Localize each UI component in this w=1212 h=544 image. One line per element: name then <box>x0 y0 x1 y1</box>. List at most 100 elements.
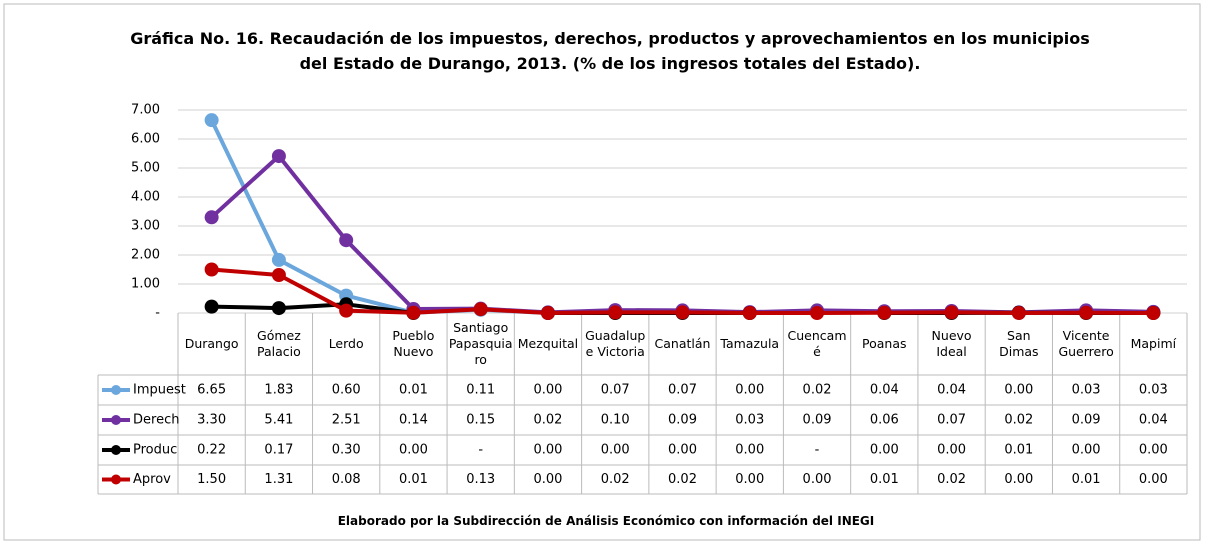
data-point <box>473 302 488 317</box>
table-cell: 0.00 <box>735 443 764 458</box>
table-cell: 0.04 <box>1139 413 1168 428</box>
y-tick-label: 7.00 <box>131 103 160 118</box>
legend-label: Impuest <box>133 383 186 398</box>
table-cell: 0.00 <box>735 472 764 487</box>
y-tick-label: 5.00 <box>131 161 160 176</box>
data-point <box>608 305 623 320</box>
table-cell: 0.00 <box>870 443 899 458</box>
table-cell: 0.02 <box>1004 413 1033 428</box>
series-line <box>210 154 1154 315</box>
legend-label: Aprov <box>133 472 171 487</box>
table-cell: 0.09 <box>668 413 697 428</box>
data-point <box>204 113 219 128</box>
legend-label: Derech <box>133 413 179 428</box>
table-cell: 6.65 <box>197 383 226 398</box>
table-cell: - <box>478 443 483 458</box>
table-cell: 0.09 <box>803 413 832 428</box>
x-tick-label: Vicente Guerrero <box>1058 328 1114 359</box>
x-tick-label: Gómez Palacio <box>257 328 301 359</box>
table-cell: 0.00 <box>533 443 562 458</box>
y-tick-label: 1.00 <box>131 277 160 292</box>
table-cell: 0.01 <box>1004 443 1033 458</box>
table-cell: 0.30 <box>332 443 361 458</box>
table-cell: 0.04 <box>870 383 899 398</box>
table-cell: 0.00 <box>399 443 428 458</box>
table-cell: 0.11 <box>466 383 495 398</box>
data-point <box>271 301 286 316</box>
table-cell: 0.00 <box>1004 383 1033 398</box>
table-cell: 0.01 <box>1072 472 1101 487</box>
x-tick-label: Santiago Papasquiaro <box>448 320 513 367</box>
y-tick-label: 3.00 <box>131 219 160 234</box>
y-tick-label: 6.00 <box>131 132 160 147</box>
table-cell: 0.03 <box>1072 383 1101 398</box>
table-cell: 0.03 <box>1139 383 1168 398</box>
x-tick-label: Pueblo Nuevo <box>392 328 435 359</box>
data-point <box>339 233 354 248</box>
table-cell: 0.00 <box>533 383 562 398</box>
x-tick-label: Mezquital <box>517 336 579 351</box>
x-tick-label: San Dimas <box>999 328 1039 359</box>
table-cell: 1.31 <box>264 472 293 487</box>
data-point <box>271 149 286 164</box>
table-cell: 0.14 <box>399 413 428 428</box>
data-point <box>742 306 757 320</box>
source-note: Elaborado por la Subdirección de Análisi… <box>337 514 875 528</box>
table-cell: 0.00 <box>601 443 630 458</box>
table-cell: 1.83 <box>264 383 293 398</box>
table-cell: 0.01 <box>870 472 899 487</box>
legend-marker <box>111 474 121 485</box>
table-cell: 3.30 <box>197 413 226 428</box>
x-tick-label: Mapimí <box>1130 336 1177 351</box>
data-point <box>1146 306 1161 320</box>
table-cell: 0.02 <box>937 472 966 487</box>
table-cell: 0.07 <box>601 383 630 398</box>
table-cell: 0.03 <box>735 413 764 428</box>
table-cell: 0.02 <box>668 472 697 487</box>
x-tick-label: Tamazula <box>720 336 780 351</box>
x-tick-label: Poanas <box>862 336 907 351</box>
table-cell: 0.02 <box>601 472 630 487</box>
data-point <box>1079 305 1094 320</box>
data-point <box>1011 306 1026 320</box>
table-cell: 0.02 <box>533 413 562 428</box>
table-cell: 0.13 <box>466 472 495 487</box>
table-cell: 0.00 <box>735 383 764 398</box>
data-point <box>204 299 219 314</box>
table-cell: 5.41 <box>264 413 293 428</box>
chart-title: Gráfica No. 16. Recaudación de los impue… <box>130 29 1090 73</box>
table-cell: 1.50 <box>197 472 226 487</box>
table-cell: 0.00 <box>937 443 966 458</box>
data-point <box>204 262 219 277</box>
data-point <box>339 303 354 318</box>
x-tick-label: Cuencamé <box>787 328 847 359</box>
x-tick-label: Lerdo <box>328 336 364 351</box>
table-cell: - <box>815 443 820 458</box>
data-point <box>877 305 892 320</box>
table-cell: 0.08 <box>332 472 361 487</box>
y-tick-label: 4.00 <box>131 190 160 205</box>
data-point <box>540 306 555 320</box>
table-cell: 0.01 <box>399 472 428 487</box>
x-tick-label: Guadalupe Victoria <box>585 328 646 359</box>
legend-label: Produc <box>133 443 177 458</box>
data-point <box>271 252 286 267</box>
table-cell: 0.06 <box>870 413 899 428</box>
table-cell: 0.00 <box>668 443 697 458</box>
x-tick-label: Canatlán <box>654 336 711 351</box>
table-cell: 2.51 <box>332 413 361 428</box>
table-cell: 0.04 <box>937 383 966 398</box>
y-tick-label: 2.00 <box>131 248 160 263</box>
table-cell: 0.15 <box>466 413 495 428</box>
table-cell: 0.09 <box>1072 413 1101 428</box>
data-point <box>810 306 825 320</box>
legend-marker <box>111 415 121 425</box>
table-cell: 0.00 <box>1139 443 1168 458</box>
table-cell: 0.22 <box>197 443 226 458</box>
table-cell: 0.02 <box>803 383 832 398</box>
table-cell: 0.00 <box>1072 443 1101 458</box>
table-cell: 0.07 <box>937 413 966 428</box>
data-point <box>944 305 959 320</box>
